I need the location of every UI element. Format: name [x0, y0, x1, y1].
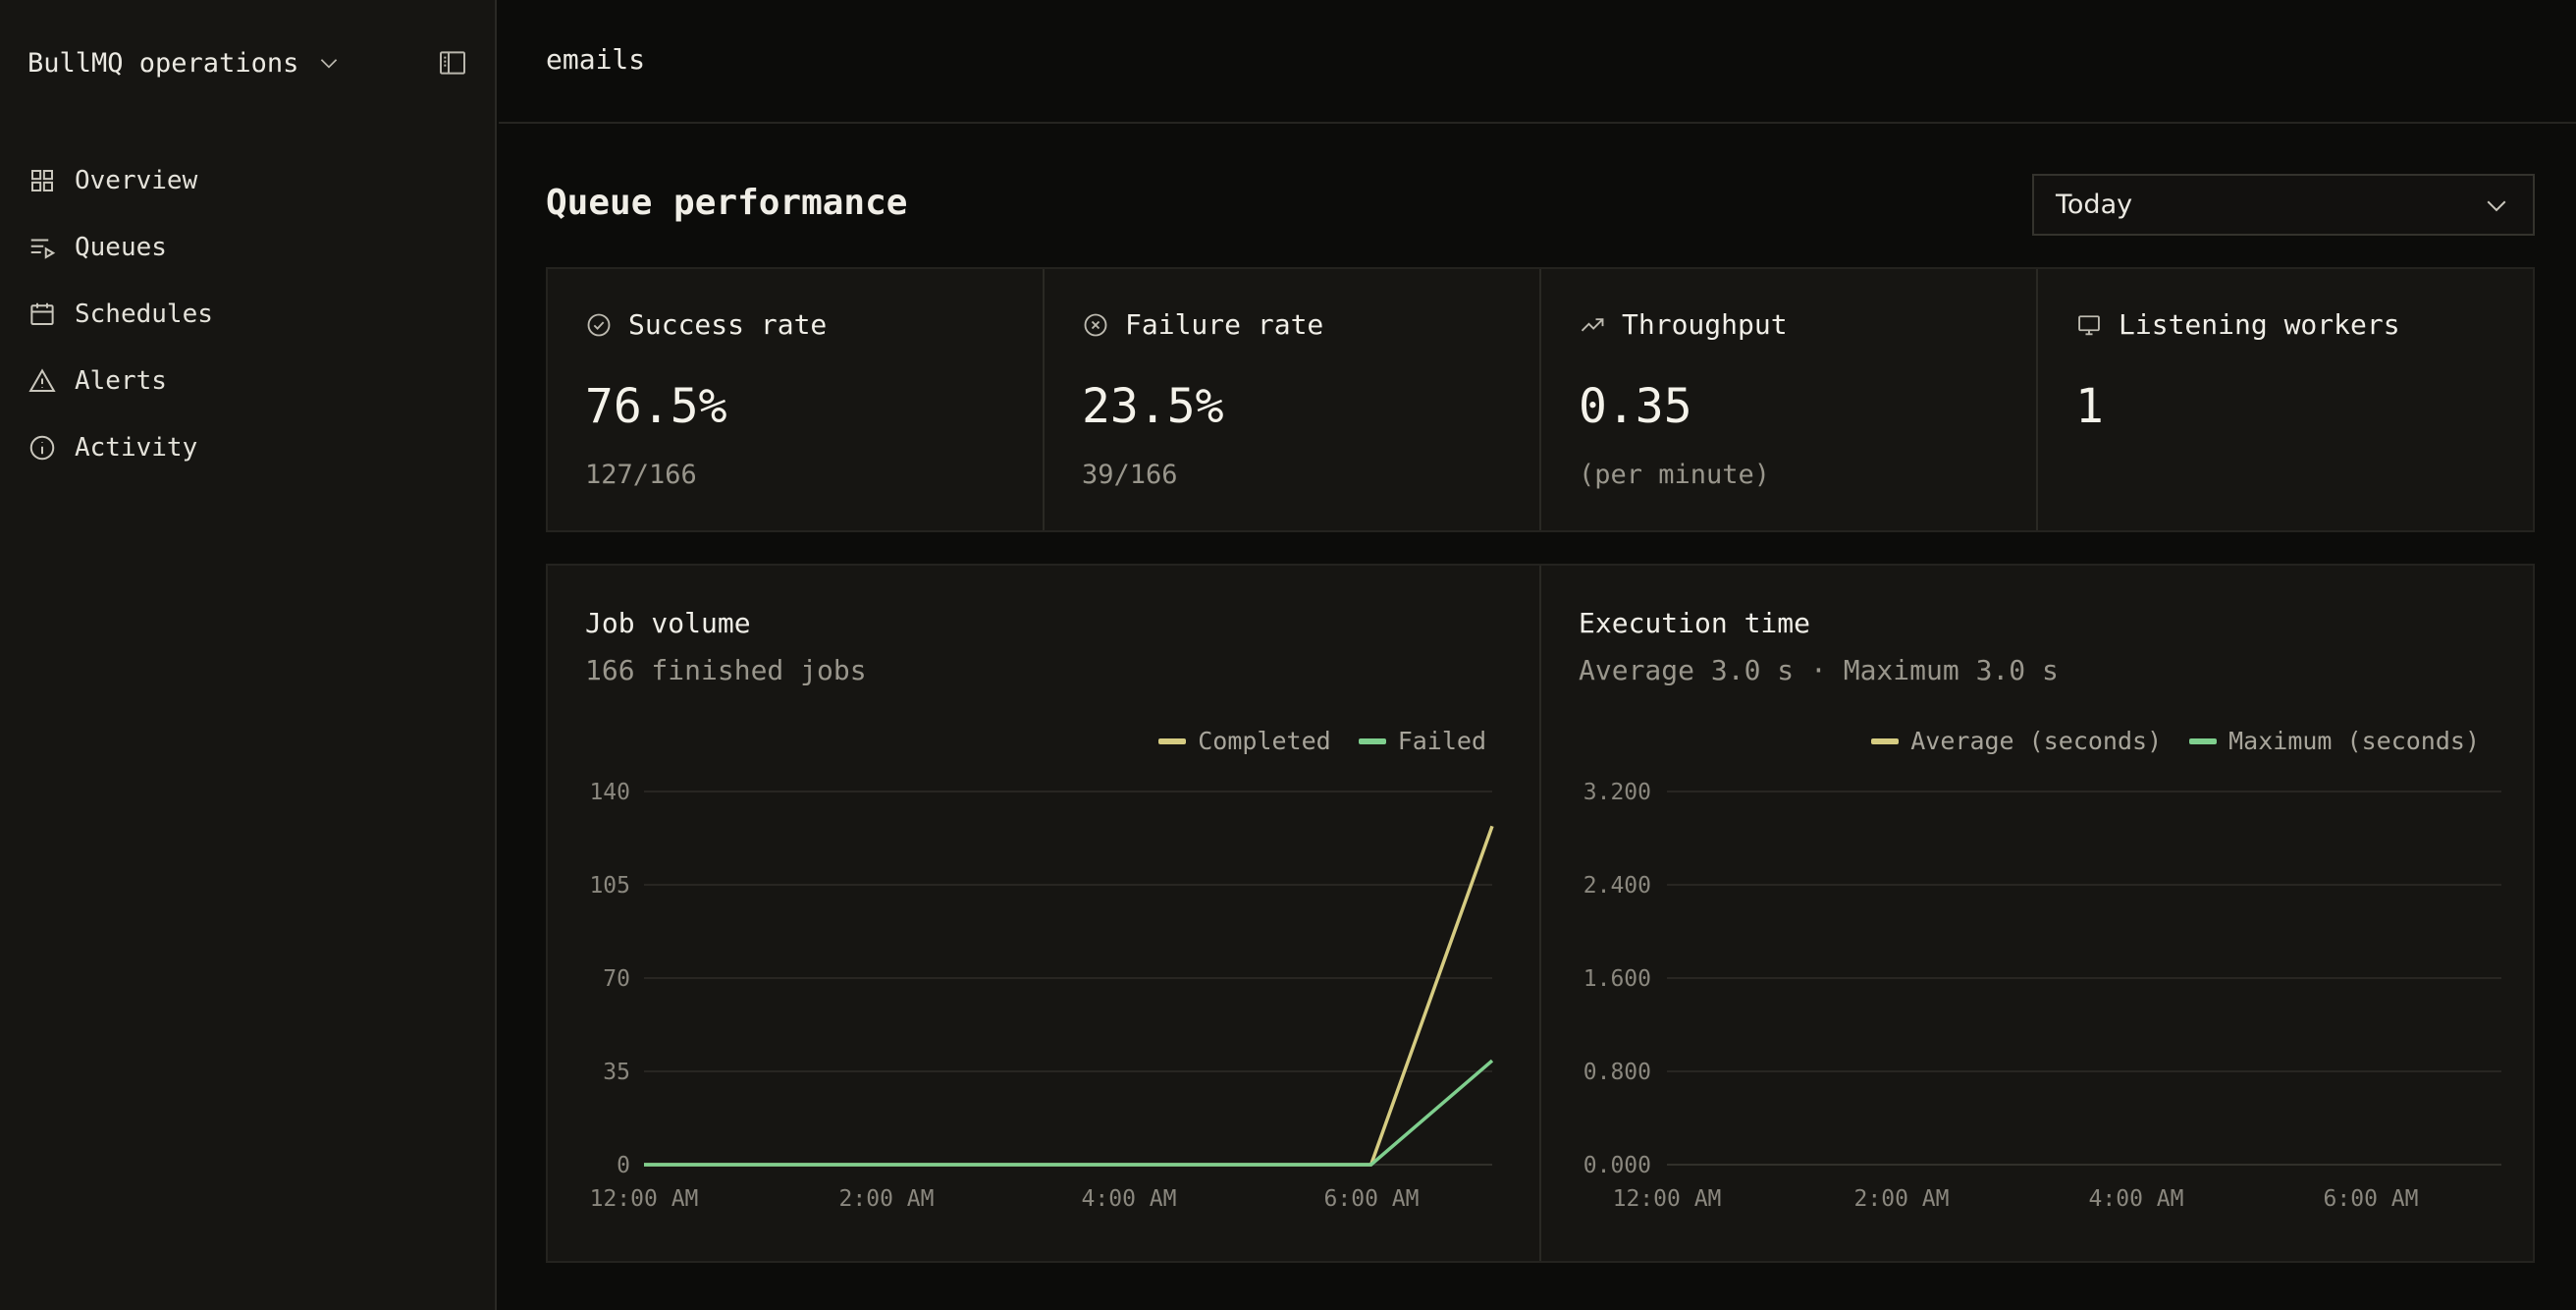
- org-name: BullMQ operations: [27, 47, 299, 79]
- stat-card-failure-rate: Failure rate 23.5% 39/166: [1045, 269, 1541, 530]
- stat-value: 0.35: [1579, 379, 1692, 434]
- charts-row: Job volume 166 finished jobs Completed F…: [546, 564, 2535, 1263]
- y-tick-label: 70: [603, 966, 630, 992]
- stat-value: 1: [2075, 379, 2104, 434]
- monitor-icon: [2078, 314, 2100, 335]
- legend-swatch: [1871, 737, 1900, 744]
- stat-card-listening-workers: Listening workers 1: [2038, 269, 2533, 530]
- stat-header: Failure rate: [1082, 308, 1323, 341]
- sidebar-item-label: Schedules: [75, 300, 213, 329]
- y-tick-label: 3.200: [1583, 780, 1651, 805]
- stat-header: Throughput: [1579, 308, 1788, 341]
- chart-subtitle: 166 finished jobs: [585, 654, 867, 686]
- legend-label: Maximum (seconds): [2228, 727, 2480, 755]
- stats-row: Success rate 76.5% 127/166 Failure rate …: [546, 267, 2535, 532]
- y-tick-label: 105: [589, 873, 630, 899]
- sidebar-item-schedules[interactable]: Schedules: [27, 281, 469, 348]
- sidebar-nav: Overview Queues Schedules Alerts Activit…: [27, 147, 469, 481]
- stat-card-throughput: Throughput 0.35 (per minute): [1541, 269, 2038, 530]
- breadcrumb[interactable]: emails: [546, 43, 646, 76]
- sidebar-item-label: Alerts: [75, 366, 167, 396]
- chevron-down-icon: [2487, 200, 2506, 211]
- legend-swatch: [1158, 737, 1187, 744]
- stat-card-success-rate: Success rate 76.5% 127/166: [548, 269, 1045, 530]
- date-range-value: Today: [2056, 190, 2133, 220]
- stat-header: Success rate: [585, 308, 827, 341]
- chart-card-execution-time: Execution time Average 3.0 s · Maximum 3…: [1541, 566, 2533, 1261]
- stat-header: Listening workers: [2075, 308, 2400, 341]
- y-tick-label: 0.000: [1583, 1153, 1651, 1178]
- y-tick-label: 140: [589, 780, 630, 805]
- info-icon: [29, 435, 55, 461]
- x-tick-label: 12:00 AM: [1613, 1186, 1722, 1212]
- x-tick-label: 4:00 AM: [2089, 1186, 2184, 1212]
- legend-swatch: [2189, 737, 2218, 744]
- legend-item-completed[interactable]: Completed: [1158, 727, 1331, 755]
- page-title: Queue performance: [546, 183, 908, 223]
- chart-title: Execution time: [1579, 607, 1811, 639]
- chart-subtitle: Average 3.0 s · Maximum 3.0 s: [1579, 654, 2059, 686]
- legend-label: Average (seconds): [1910, 727, 2163, 755]
- execution-time-chart: 0.000 0.800 1.600 2.400 3.200 12:00 AM 2:00 AM…: [1583, 780, 2501, 1212]
- legend-item-maximum[interactable]: Maximum (seconds): [2189, 727, 2480, 755]
- job-volume-chart: 0 35 70 105 140 12:00 AM 2:00 AM 4:00 AM 6:00 AM: [589, 780, 1494, 1212]
- main-content: emails Queue performance Today Success r…: [499, 0, 2576, 1310]
- stat-label: Throughput: [1622, 308, 1788, 341]
- org-switcher[interactable]: BullMQ operations: [27, 43, 342, 82]
- y-tick-label: 2.400: [1583, 873, 1651, 899]
- sidebar-item-activity[interactable]: Activity: [27, 414, 469, 481]
- sidebar-item-label: Queues: [75, 233, 167, 262]
- chart-legend: Completed Failed: [1158, 727, 1486, 755]
- x-tick-label: 6:00 AM: [2324, 1186, 2419, 1212]
- x-circle-icon: [1084, 313, 1107, 336]
- sidebar-toggle-icon[interactable]: [436, 47, 469, 79]
- x-tick-label: 2:00 AM: [1854, 1186, 1950, 1212]
- sidebar-item-overview[interactable]: Overview: [27, 147, 469, 214]
- trending-up-icon: [1581, 317, 1604, 331]
- stat-sub: 39/166: [1082, 460, 1178, 490]
- legend-label: Completed: [1198, 727, 1331, 755]
- stat-label: Success rate: [628, 308, 828, 341]
- legend-label: Failed: [1397, 727, 1486, 755]
- stat-sub: (per minute): [1579, 460, 1771, 490]
- legend-swatch: [1358, 737, 1386, 744]
- sidebar-item-label: Overview: [75, 166, 198, 195]
- x-tick-label: 4:00 AM: [1082, 1186, 1177, 1212]
- stat-value: 76.5%: [585, 379, 727, 434]
- chart-card-job-volume: Job volume 166 finished jobs Completed F…: [548, 566, 1541, 1261]
- top-bar: emails: [499, 0, 2576, 124]
- list-play-icon: [30, 239, 56, 259]
- legend-item-average[interactable]: Average (seconds): [1871, 727, 2162, 755]
- y-tick-label: 0.800: [1583, 1060, 1651, 1085]
- sidebar-item-queues[interactable]: Queues: [27, 214, 469, 281]
- check-circle-icon: [587, 313, 611, 336]
- chart-legend: Average (seconds) Maximum (seconds): [1871, 727, 2480, 755]
- y-tick-label: 0: [617, 1153, 630, 1178]
- sidebar-item-alerts[interactable]: Alerts: [27, 348, 469, 414]
- stat-value: 23.5%: [1082, 379, 1224, 434]
- calendar-icon: [30, 302, 54, 325]
- alert-triangle-icon: [28, 368, 56, 392]
- x-tick-label: 2:00 AM: [839, 1186, 935, 1212]
- x-tick-label: 12:00 AM: [590, 1186, 699, 1212]
- date-range-select[interactable]: Today: [2032, 174, 2535, 236]
- chevron-down-icon: [321, 59, 338, 69]
- y-tick-label: 35: [603, 1060, 630, 1085]
- sidebar: BullMQ operations Overview Queues Schedu…: [0, 0, 497, 1310]
- stat-label: Failure rate: [1125, 308, 1324, 341]
- stat-sub: 127/166: [585, 460, 697, 490]
- grid-icon: [31, 170, 53, 191]
- sidebar-item-label: Activity: [75, 433, 198, 463]
- x-tick-label: 6:00 AM: [1324, 1186, 1420, 1212]
- series-line-completed: [644, 825, 1494, 1167]
- stat-label: Listening workers: [2119, 308, 2400, 341]
- legend-item-failed[interactable]: Failed: [1358, 727, 1486, 755]
- chart-title: Job volume: [585, 607, 751, 639]
- series-line-failed: [644, 1059, 1494, 1167]
- y-tick-label: 1.600: [1583, 966, 1651, 992]
